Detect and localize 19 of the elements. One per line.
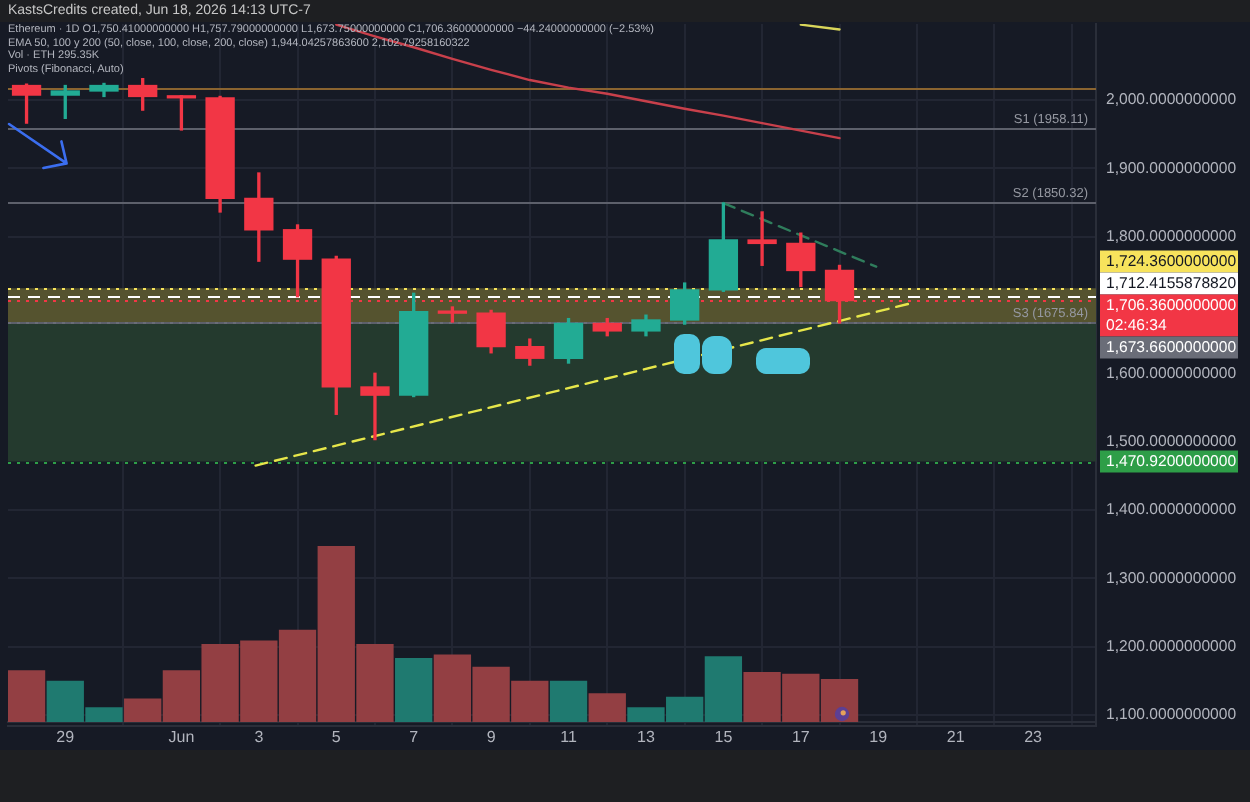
bar <box>395 657 433 722</box>
x-tick-label: 15 <box>714 728 734 747</box>
x-tick-label: 21 <box>946 728 966 747</box>
x-tick-label: 23 <box>1024 728 1044 747</box>
candlestick <box>360 372 390 441</box>
x-tick-label: Jun <box>168 728 195 747</box>
x-tick-label: 29 <box>56 728 76 747</box>
bar <box>8 670 46 722</box>
x-tick-label: 17 <box>791 728 811 747</box>
x-tick-label: 11 <box>560 728 578 747</box>
x-tick-label: 13 <box>637 728 656 747</box>
bar <box>549 680 588 722</box>
candlestick <box>747 211 777 266</box>
x-tick-label: 19 <box>869 728 889 747</box>
bar <box>588 693 626 722</box>
x-tick-label: 9 <box>486 728 497 747</box>
x-tick-label: 5 <box>331 728 342 747</box>
x-tick-label: 3 <box>254 728 265 747</box>
x-tick-label: 7 <box>409 728 420 747</box>
